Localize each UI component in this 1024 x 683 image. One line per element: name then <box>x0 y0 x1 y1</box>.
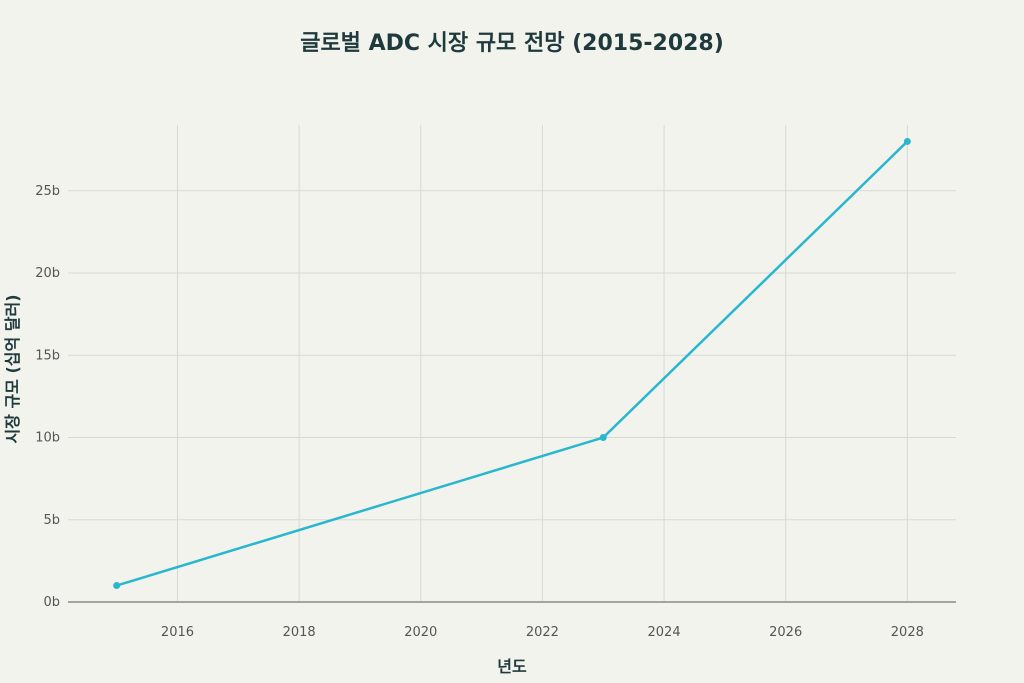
y-tick-label-0: 0b <box>43 595 60 610</box>
x-tick-label-1: 2018 <box>283 625 316 640</box>
y-gridlines <box>68 190 956 521</box>
data-point-0-1 <box>599 434 607 442</box>
x-tick-label-2: 2020 <box>404 625 437 640</box>
y-axis-label: 시장 규모 (십억 달러) <box>3 294 22 443</box>
x-tick-labels: 2016 2018 2020 2022 2024 2026 2028 <box>161 625 924 640</box>
y-tick-label-1: 5b <box>43 513 60 528</box>
x-tick-label-5: 2026 <box>769 625 802 640</box>
x-tick-label-4: 2024 <box>648 625 681 640</box>
chart-title: 글로벌 ADC 시장 규모 전망 (2015-2028) <box>300 31 724 56</box>
x-gridlines <box>176 125 908 602</box>
y-tick-label-3: 15b <box>35 348 60 363</box>
data-point-0-0 <box>113 582 121 590</box>
series-group <box>113 137 911 590</box>
y-tick-label-5: 25b <box>35 184 60 199</box>
series-line-0 <box>116 140 909 587</box>
x-axis-label: 년도 <box>497 657 527 676</box>
x-tick-label-3: 2022 <box>526 625 559 640</box>
y-tick-label-4: 20b <box>35 266 60 281</box>
data-point-0-2 <box>903 137 911 145</box>
x-tick-label-0: 2016 <box>161 625 194 640</box>
y-tick-labels: 0b 5b 10b 15b 20b 25b <box>35 184 60 610</box>
x-tick-label-6: 2028 <box>891 625 924 640</box>
y-tick-label-2: 10b <box>35 431 60 446</box>
